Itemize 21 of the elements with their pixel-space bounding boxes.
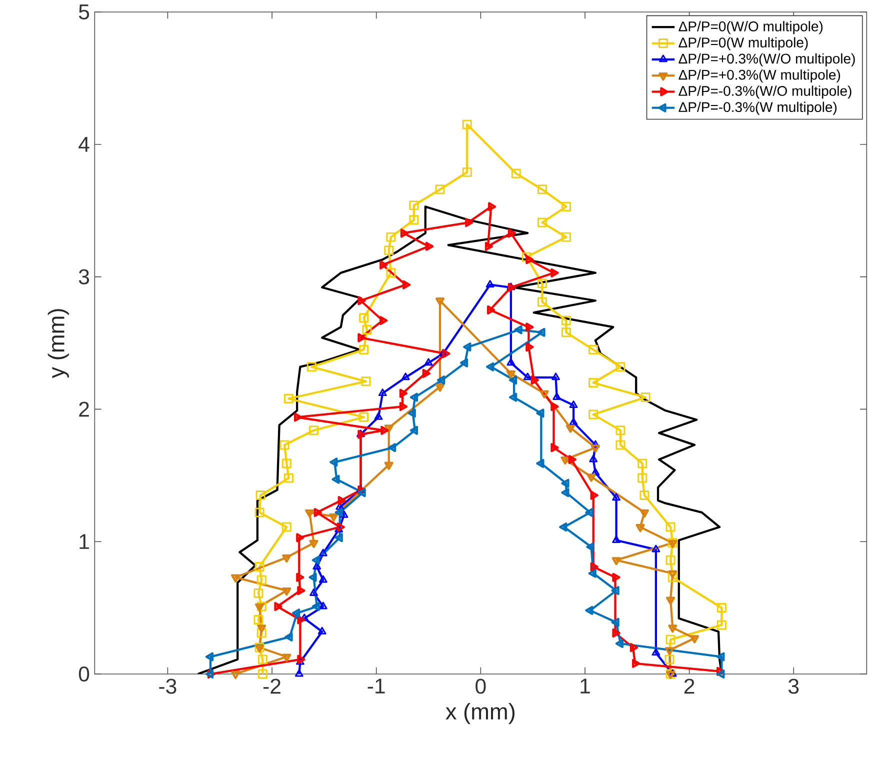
legend-label: ΔP/P=-0.3%(W multipole): [678, 102, 837, 115]
x-tick-label: -1: [368, 678, 385, 694]
y-tick-label: 2: [79, 402, 89, 416]
y-tick-label: 0: [78, 666, 90, 682]
x-tick-label: 2: [684, 678, 694, 694]
x-tick-label: 3: [788, 678, 799, 694]
legend-label: ΔP/P=+0.3%(W multipole): [678, 69, 840, 82]
x-axis-title: x (mm): [446, 702, 514, 724]
x-tick-label: 1: [580, 678, 590, 694]
y-tick-label: 5: [78, 4, 90, 20]
x-tick-label: -2: [263, 678, 280, 694]
legend-label: ΔP/P=0(W multipole): [678, 37, 808, 50]
y-tick-label: 1: [80, 534, 89, 549]
legend-label: ΔP/P=0(W/O multipole): [678, 20, 823, 34]
legend-label: ΔP/P=-0.3%(W/O multipole): [678, 85, 852, 99]
y-axis-title: y (mm): [48, 309, 69, 378]
y-tick-label: 3: [78, 269, 90, 284]
x-tick-label: 0: [476, 678, 486, 694]
x-tick-label: -3: [159, 678, 176, 694]
legend-label: ΔP/P=+0.3%(W/O multipole): [678, 53, 855, 66]
y-tick-label: 4: [78, 136, 90, 152]
